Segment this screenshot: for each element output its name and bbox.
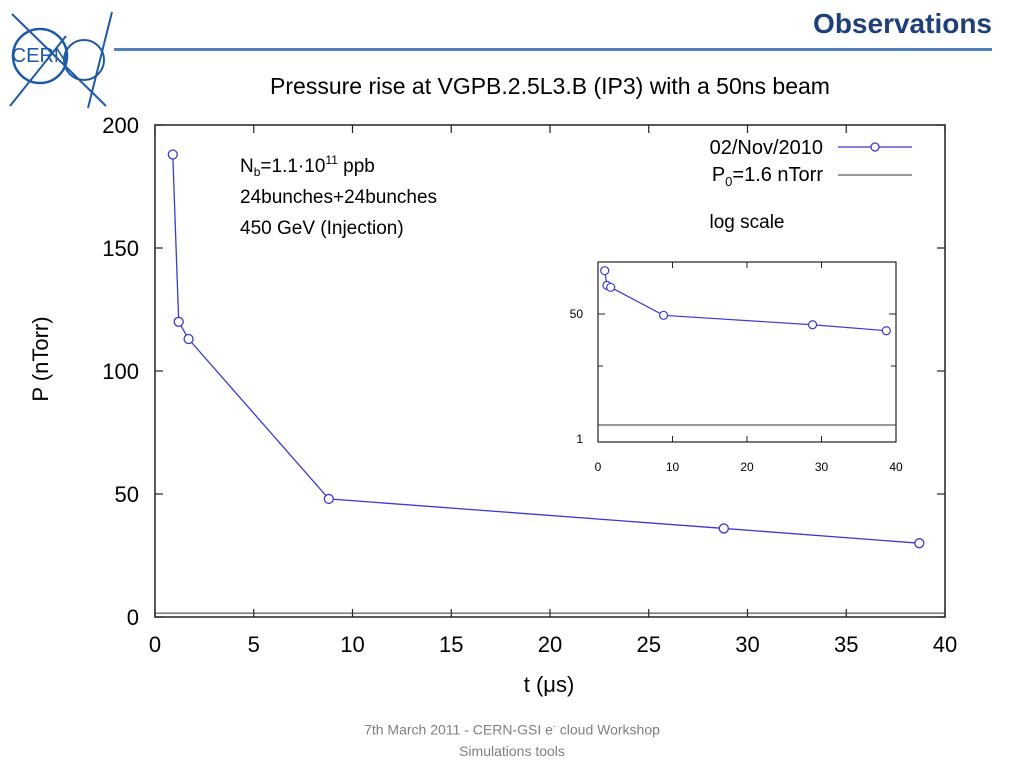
x-tick-label: 35 [834,632,858,657]
inset-ytick-50: 50 [570,307,584,321]
y-tick-label: 100 [102,359,139,384]
x-axis-label: t (μs) [524,672,575,697]
data-point [718,523,729,534]
y-tick-label: 150 [102,236,139,261]
y-axis-label: P (nTorr) [28,316,53,401]
y-tick-label: 50 [115,482,139,507]
logo-text: CERN [12,45,69,67]
title-rule [114,48,992,51]
chart-title: Pressure rise at VGPB.2.5L3.B (IP3) with… [270,73,830,99]
inset-x-tick-label: 10 [666,460,680,474]
data-point [173,316,184,327]
log-scale-label: log scale [710,212,785,233]
legend-label-series: 02/Nov/2010 [710,137,823,159]
inset-data-point [600,266,610,276]
inset-ytick-1: 1 [576,432,583,446]
x-tick-label: 5 [248,632,260,657]
x-tick-label: 25 [637,632,661,657]
data-point [167,149,178,160]
x-tick-label: 0 [149,632,161,657]
cern-logo: CERN [9,11,113,109]
series-line-02-nov-2010 [172,154,920,544]
data-point [323,493,334,505]
inset-series-points [600,266,891,336]
inset-data-point [606,282,616,292]
x-tick-label: 20 [538,632,562,657]
legend-label-p0: P0=1.6 nTorr [712,164,824,189]
inset-y-ticks: 50 1 [570,307,896,446]
x-tick-label: 10 [340,632,364,657]
x-tick-label: 15 [439,632,463,657]
footer-line-2: Simulations tools [459,742,565,759]
series-points [167,149,925,549]
x-tick-label: 40 [933,632,957,657]
legend-marker-series [870,142,880,152]
y-tick-label: 0 [127,605,139,630]
annotation-energy: 450 GeV (Injection) [240,218,404,239]
inset-x-tick-label: 30 [815,460,829,474]
inset-data-point [658,310,669,320]
slide-title: Observations [813,8,992,39]
inset-x-ticks: 0 10 20 30 40 [595,262,903,474]
footer: 7th March 2011 - CERN-GSI e- cloud Works… [0,716,1024,762]
footer-line-1: 7th March 2011 - CERN-GSI e- cloud Works… [364,721,660,738]
inset-background [568,253,920,475]
pressure-chart: Pressure rise at VGPB.2.5L3.B (IP3) with… [28,73,957,697]
legend: 02/Nov/2010 P0=1.6 nTorr log scale [710,137,912,233]
inset-x-tick-label: 40 [889,460,903,474]
y-tick-label: 200 [102,113,139,138]
annotation-nb: Nb=1.1·1011 ppb [240,153,375,179]
data-point [183,333,194,345]
inset-data-point [807,320,818,330]
inset-x-tick-label: 20 [740,460,754,474]
inset-log-chart: 0 10 20 30 40 50 1 [568,253,920,475]
inset-x-tick-label: 0 [595,460,602,474]
data-point [914,538,925,549]
x-tick-label: 30 [735,632,759,657]
inset-data-point [881,326,891,336]
annotation-bunches: 24bunches+24bunches [240,187,437,208]
